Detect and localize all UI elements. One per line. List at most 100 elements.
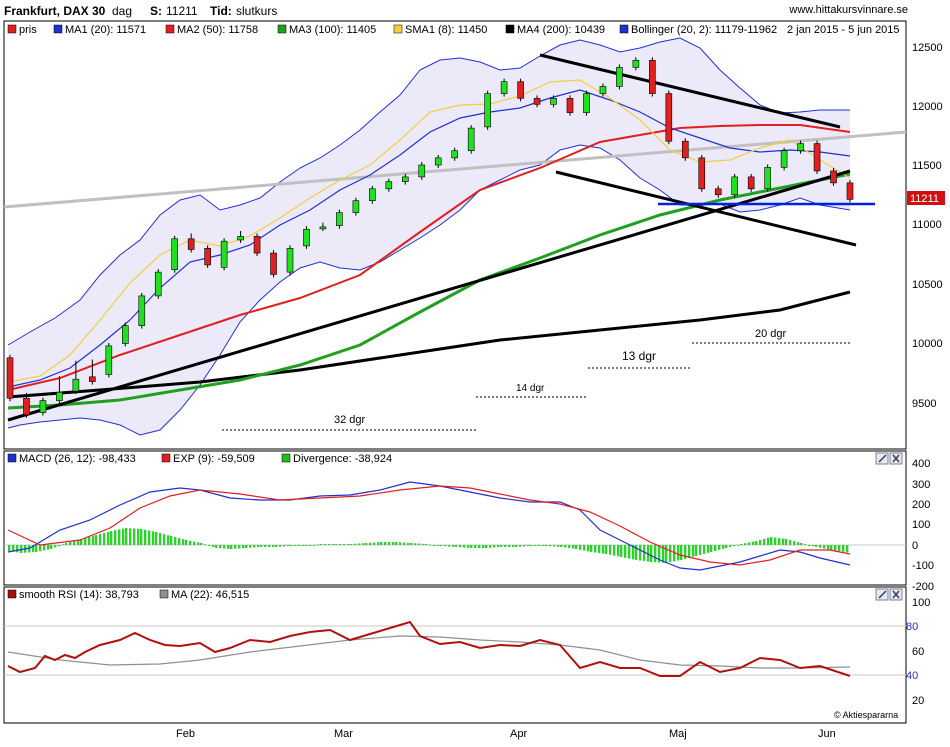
candle-body bbox=[665, 93, 673, 142]
macd-histogram-bar bbox=[504, 545, 507, 547]
legend-swatch bbox=[505, 24, 515, 34]
last-value: 11211 bbox=[166, 4, 198, 18]
macd-histogram-bar bbox=[178, 538, 181, 545]
macd-histogram-bar bbox=[114, 530, 117, 545]
candle-body bbox=[319, 226, 327, 230]
macd-histogram-bar bbox=[212, 545, 215, 547]
macd-histogram-bar bbox=[489, 545, 492, 548]
macd-histogram-bar bbox=[590, 545, 593, 552]
candle-body bbox=[747, 176, 755, 190]
last-label: S: bbox=[150, 4, 162, 18]
macd-histogram-bar bbox=[812, 545, 815, 547]
macd-histogram-bar bbox=[594, 545, 597, 553]
macd-histogram-bar bbox=[369, 542, 372, 545]
macd-histogram-bar bbox=[846, 545, 849, 553]
macd-histogram-bar bbox=[414, 543, 417, 545]
macd-histogram-bar bbox=[264, 545, 267, 547]
macd-histogram-bar bbox=[669, 545, 672, 563]
rsi-y-axis: 100 60 20 bbox=[912, 597, 930, 707]
macd-histogram-bar bbox=[703, 545, 706, 554]
macd-histogram-bar bbox=[609, 545, 612, 555]
rsi-panel bbox=[3, 586, 907, 724]
macd-histogram-bar bbox=[684, 545, 687, 559]
macd-tick: 200 bbox=[912, 499, 930, 511]
macd-histogram-bar bbox=[583, 545, 586, 551]
x-label-apr: Apr bbox=[510, 728, 527, 740]
candle-body bbox=[797, 143, 804, 152]
macd-histogram-bar bbox=[223, 545, 226, 549]
candle-body bbox=[286, 248, 294, 273]
candle-body bbox=[500, 81, 508, 94]
candle-body bbox=[764, 167, 771, 190]
price-tick: 12000 bbox=[912, 101, 943, 113]
macd-histogram-bar bbox=[617, 545, 620, 557]
chart-header: Frankfurt, DAX 30 dag S: 11211 Tid: slut… bbox=[0, 0, 950, 20]
macd-histogram-bar bbox=[665, 545, 668, 563]
macd-histogram-bar bbox=[422, 543, 425, 545]
macd-histogram-bar bbox=[478, 545, 481, 548]
macd-histogram-bar bbox=[662, 545, 665, 563]
macd-tick: 0 bbox=[912, 540, 918, 552]
macd-histogram-bar bbox=[388, 542, 391, 545]
macd-histogram-bar bbox=[538, 545, 541, 546]
macd-histogram-bar bbox=[208, 545, 211, 546]
macd-histogram-bar bbox=[32, 545, 35, 553]
macd-histogram-bar bbox=[560, 545, 563, 547]
macd-histogram-bar bbox=[455, 545, 458, 547]
macd-histogram-bar bbox=[373, 542, 376, 545]
macd-histogram-bar bbox=[654, 545, 657, 563]
macd-histogram-bar bbox=[302, 545, 305, 546]
candle-body bbox=[484, 93, 491, 128]
macd-histogram-bar bbox=[73, 540, 76, 545]
candle-body bbox=[566, 98, 574, 113]
macd-histogram-bar bbox=[830, 545, 833, 550]
macd-histogram-bar bbox=[733, 545, 736, 546]
macd-histogram-bar bbox=[418, 543, 421, 545]
macd-histogram-bar bbox=[219, 545, 222, 549]
bollinger-upper bbox=[7, 37, 850, 346]
macd-histogram-bar bbox=[568, 545, 571, 549]
macd-histogram-bar bbox=[729, 545, 732, 547]
instrument-title: Frankfurt, DAX 30 bbox=[4, 4, 106, 18]
macd-histogram-bar bbox=[403, 542, 406, 545]
macd-histogram-bar bbox=[542, 545, 545, 546]
candle-body bbox=[6, 357, 14, 399]
macd-histogram-bar bbox=[95, 535, 98, 545]
macd-histogram-bar bbox=[339, 544, 342, 545]
macd-histogram-bar bbox=[834, 545, 837, 551]
macd-histogram-bar bbox=[748, 542, 751, 545]
macd-histogram-bar bbox=[103, 532, 106, 545]
price-tick: 10500 bbox=[912, 279, 943, 291]
macd-histogram-bar bbox=[620, 545, 623, 557]
legend-entry: EXP (9): -59,509 bbox=[173, 453, 255, 465]
macd-histogram-bar bbox=[99, 533, 102, 545]
macd-histogram-bar bbox=[635, 545, 638, 560]
candle-body bbox=[56, 391, 63, 401]
macd-histogram-bar bbox=[515, 545, 518, 547]
x-label-maj: Maj bbox=[669, 728, 687, 740]
macd-histogram-bar bbox=[444, 545, 447, 547]
macd-histogram-bar bbox=[189, 540, 192, 545]
macd-histogram-bar bbox=[197, 542, 200, 545]
macd-histogram-bar bbox=[174, 537, 177, 545]
rsi-legend-bg bbox=[5, 588, 825, 600]
candle-body bbox=[352, 200, 360, 213]
candle-body bbox=[138, 295, 146, 326]
legend-swatch bbox=[281, 453, 291, 463]
macd-histogram-bar bbox=[144, 529, 147, 545]
macd-histogram-bar bbox=[358, 543, 361, 545]
legend-entry: MA4 (200): 10439 bbox=[517, 24, 605, 36]
macd-histogram-bar bbox=[227, 545, 230, 549]
macd-histogram-bar bbox=[395, 542, 398, 545]
legend-entry: MA3 (100): 11405 bbox=[289, 24, 376, 36]
macd-histogram-bar bbox=[500, 545, 503, 547]
candle-body bbox=[467, 127, 475, 152]
candle-body bbox=[434, 157, 442, 166]
macd-histogram-bar bbox=[512, 545, 515, 547]
macd-histogram-bar bbox=[163, 534, 166, 545]
macd-histogram-bar bbox=[575, 545, 578, 549]
legend-entry: SMA1 (8): 11450 bbox=[405, 24, 487, 36]
channel-upper-line bbox=[539, 53, 841, 129]
x-axis: Feb Mar Apr Maj Jun bbox=[176, 728, 836, 740]
macd-histogram-bar bbox=[204, 544, 207, 546]
